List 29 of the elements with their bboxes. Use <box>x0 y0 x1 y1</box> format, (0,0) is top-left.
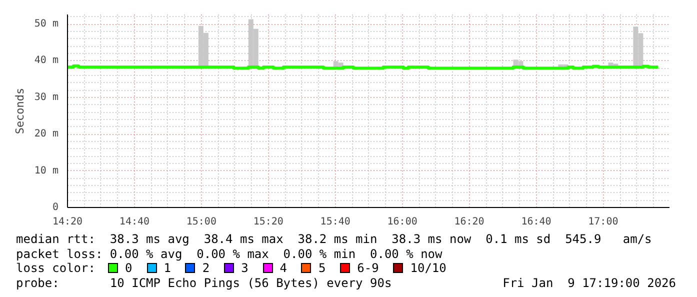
y-tick-label: 10 m <box>34 165 59 176</box>
text: median rtt: 38.3 ms avg 38.4 ms max 38.2 ms min 38.3 ms now 0.1 ms sd 545.9 am/s <box>16 232 653 246</box>
legend-label: 6-9 <box>357 261 379 275</box>
legend-label: 10/10 <box>410 261 446 275</box>
x-tick-label: 14:20 <box>52 216 83 228</box>
x-tick-label: 16:40 <box>521 216 552 228</box>
x-tick-label: 16:20 <box>454 216 484 228</box>
text: Fri Jan 9 17:19:00 2026 <box>502 276 676 290</box>
y-tick-label: 30 m <box>34 92 59 103</box>
legend-label: 2 <box>202 261 210 275</box>
text: probe: 10 ICMP Echo Pings (56 Bytes) every 90s <box>16 276 392 290</box>
text: packet loss: 0.00 % avg 0.00 % max 0.00 % min 0.00 % now <box>16 246 444 261</box>
x-tick-label: 15:40 <box>320 216 350 228</box>
x-tick-label: 17:00 <box>588 216 618 228</box>
x-tick-label: 15:20 <box>253 216 284 228</box>
y-tick-label: 40 m <box>34 55 59 66</box>
y-tick-label: 20 m <box>34 128 59 140</box>
legend-label: 0 <box>125 261 132 275</box>
legend-label: 5 <box>318 261 326 275</box>
x-tick-label: 14:40 <box>119 216 150 228</box>
legend-label: 1 <box>164 261 171 275</box>
y-tick-label: 50 m <box>34 18 59 30</box>
y-axis-title: Seconds <box>13 88 26 134</box>
legend-label: 3 <box>241 261 248 275</box>
y-tick-label: 0 <box>52 202 59 213</box>
legend-label: 4 <box>280 261 287 275</box>
legend-title: loss color: <box>16 261 96 276</box>
x-tick-label: 16:00 <box>387 216 418 228</box>
x-tick-label: 15:00 <box>186 216 216 228</box>
